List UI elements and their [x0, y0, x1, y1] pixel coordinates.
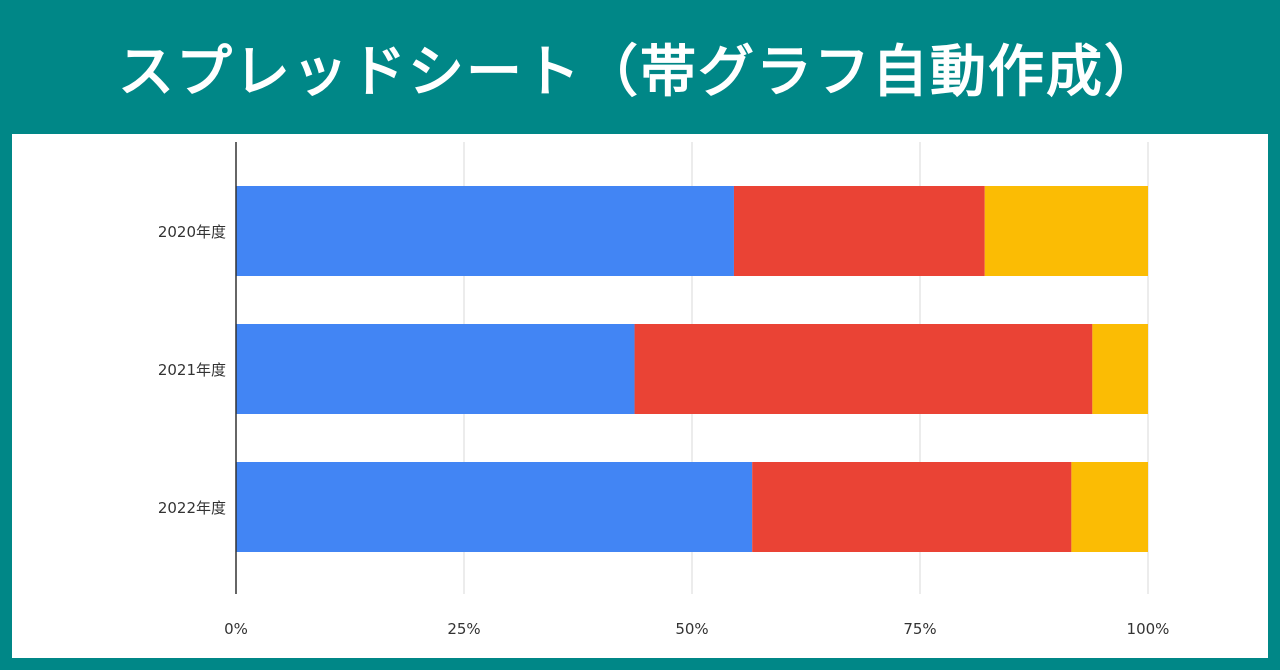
bar-segment [236, 462, 753, 552]
x-tick-label: 50% [675, 620, 708, 638]
bar-segment [984, 186, 1148, 276]
stacked-bar-chart: 0% 25% 50% 75% 100% 2020年度 2021年度 2022年度 [158, 142, 1170, 638]
chart-panel: 0% 25% 50% 75% 100% 2020年度 2021年度 2022年度 [12, 134, 1268, 658]
bar-segment [733, 186, 985, 276]
x-tick-label: 0% [224, 620, 248, 638]
x-tick-label: 75% [903, 620, 936, 638]
page-title: スプレッドシート（帯グラフ自動作成） [118, 39, 1162, 105]
bar-segment [752, 462, 1072, 552]
x-tick-label: 100% [1127, 620, 1170, 638]
category-label: 2021年度 [158, 361, 226, 379]
bar-segment [236, 324, 635, 414]
title-banner: スプレッドシート（帯グラフ自動作成） [0, 0, 1280, 134]
bar-segment [1092, 324, 1148, 414]
category-label: 2020年度 [158, 223, 226, 241]
bar-segment [1071, 462, 1148, 552]
category-label: 2022年度 [158, 499, 226, 517]
bar-segment [634, 324, 1093, 414]
x-tick-label: 25% [447, 620, 480, 638]
bar-segment [236, 186, 734, 276]
